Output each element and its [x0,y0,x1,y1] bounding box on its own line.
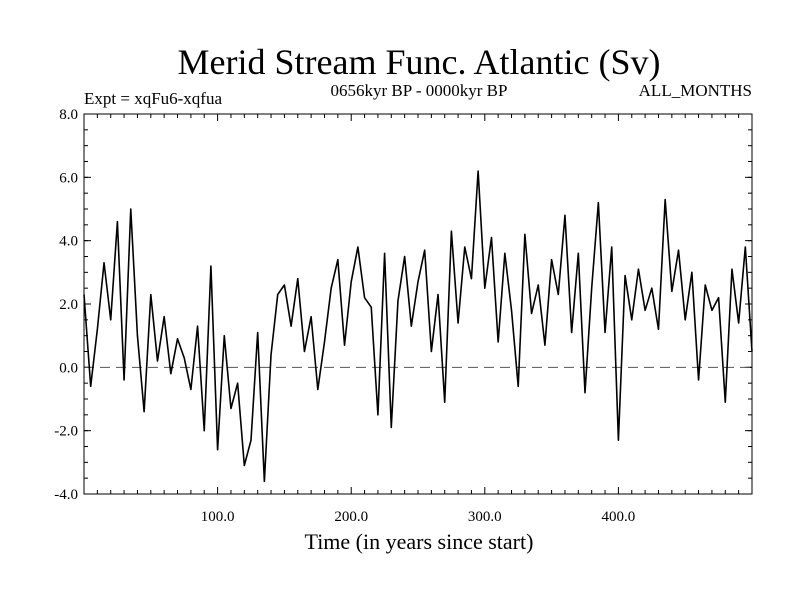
series-line [83,170,753,483]
period-label: 0656kyr BP - 0000kyr BP [331,81,508,100]
x-axis-label: Time (in years since start) [305,529,534,554]
y-tick-label: 0.0 [59,360,78,376]
x-tick-label: 400.0 [602,509,636,525]
experiment-label: Expt = xqFu6-xqfua [84,89,222,108]
y-tick-label: 6.0 [59,170,78,186]
y-tick-label: 4.0 [59,234,78,250]
plot-frame [83,113,753,495]
chart-title: Merid Stream Func. Atlantic (Sv) [178,42,661,82]
y-tick-label: -2.0 [54,424,78,440]
months-label: ALL_MONTHS [639,81,752,100]
y-tick-label: -4.0 [54,487,78,503]
x-axis-ticks: 100.0 200.0 300.0 400.0 [96,114,740,525]
y-tick-label: 8.0 [59,107,78,123]
y-tick-label: 2.0 [59,297,78,313]
x-tick-label: 100.0 [201,509,235,525]
x-tick-label: 200.0 [334,509,368,525]
x-tick-label: 300.0 [468,509,502,525]
